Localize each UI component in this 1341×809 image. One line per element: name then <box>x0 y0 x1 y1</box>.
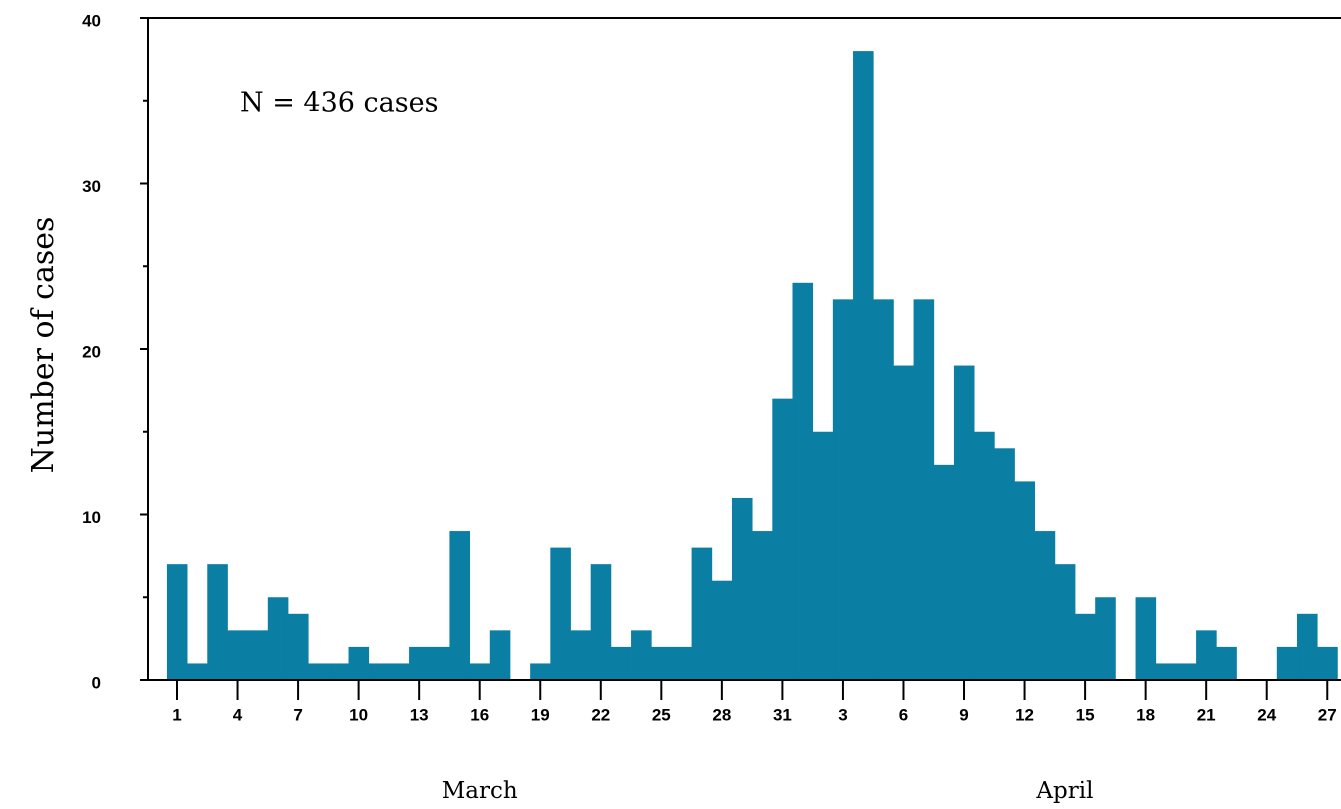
bar <box>388 663 410 680</box>
bar <box>1196 630 1217 680</box>
bar <box>1034 531 1056 680</box>
bar <box>711 580 733 680</box>
bar <box>1014 481 1036 680</box>
y-tick-label: 30 <box>82 177 101 196</box>
bar <box>913 299 935 680</box>
x-tick-label: 18 <box>1136 705 1155 724</box>
y-tick-label: 0 <box>92 673 101 692</box>
bar <box>530 663 551 680</box>
bar <box>873 299 894 680</box>
bar <box>772 398 793 680</box>
x-tick-label: 1 <box>172 705 181 724</box>
bar <box>1216 646 1237 680</box>
x-tick-label: 9 <box>959 705 968 724</box>
bar <box>691 547 713 680</box>
bar <box>994 448 1015 680</box>
x-tick-label: 4 <box>233 705 243 724</box>
bar <box>832 299 854 680</box>
x-tick-label: 13 <box>410 705 429 724</box>
x-tick-label: 3 <box>838 705 847 724</box>
bar <box>812 431 834 680</box>
bar <box>933 464 955 680</box>
bar <box>328 663 349 680</box>
bar <box>651 646 672 680</box>
x-tick-label: 10 <box>349 705 368 724</box>
x-tick-label: 6 <box>899 705 908 724</box>
y-axis-label: Number of cases <box>26 217 61 474</box>
bar <box>671 646 692 680</box>
bar <box>489 630 511 680</box>
x-tick-label: 31 <box>773 705 792 724</box>
bar <box>590 564 612 680</box>
bar <box>570 630 592 680</box>
bar <box>1095 597 1116 680</box>
bar <box>227 630 249 680</box>
annotation: N = 436 cases <box>240 88 438 119</box>
x-tick-label: 21 <box>1197 705 1216 724</box>
bar <box>267 597 289 680</box>
x-tick-label: 27 <box>1318 705 1337 724</box>
bar <box>469 663 491 680</box>
bar <box>287 613 309 680</box>
bar <box>429 646 450 680</box>
bar <box>1135 597 1157 680</box>
x-tick-label: 15 <box>1076 705 1095 724</box>
x-tick-label: 16 <box>470 705 489 724</box>
month-label: March <box>442 778 518 804</box>
bar <box>1296 613 1318 680</box>
bar <box>752 531 773 680</box>
bar <box>953 365 975 680</box>
bar <box>308 663 329 680</box>
bar <box>893 365 914 680</box>
y-tick-label: 10 <box>82 508 101 527</box>
x-tick-label: 12 <box>1015 705 1034 724</box>
x-tick-label: 25 <box>652 705 671 724</box>
bar <box>1075 613 1096 680</box>
bar <box>368 663 390 680</box>
bar <box>550 547 571 680</box>
month-label: April <box>1035 778 1093 804</box>
bar <box>631 630 652 680</box>
bar <box>610 646 632 680</box>
bar <box>1155 663 1177 680</box>
bar <box>187 663 208 680</box>
y-tick-label: 40 <box>82 11 101 30</box>
bar <box>207 564 228 680</box>
x-tick-label: 19 <box>531 705 550 724</box>
bar <box>348 646 370 680</box>
bar <box>1276 646 1298 680</box>
bar <box>247 630 269 680</box>
bar <box>974 431 995 680</box>
bar <box>409 646 430 680</box>
y-tick-label: 20 <box>82 342 101 361</box>
bar <box>166 564 188 680</box>
bar <box>792 282 814 680</box>
x-tick-label: 28 <box>712 705 731 724</box>
x-tick-label: 24 <box>1257 705 1276 724</box>
bar <box>1317 646 1338 680</box>
x-tick-label: 7 <box>293 705 302 724</box>
bar <box>449 531 471 680</box>
x-tick-label: 22 <box>591 705 610 724</box>
bar <box>731 497 753 680</box>
bar <box>1054 564 1076 680</box>
bar <box>1175 663 1197 680</box>
bar <box>853 51 874 681</box>
